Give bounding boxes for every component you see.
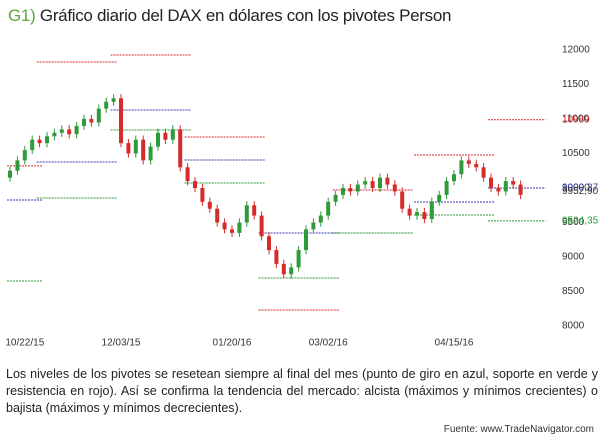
candle-body (37, 139, 42, 144)
candle-body (289, 267, 294, 275)
candle-body (518, 184, 523, 195)
candle-body (341, 188, 345, 195)
candle-body (392, 184, 397, 192)
candle-body (304, 229, 308, 251)
y-tick-label: 12000 (562, 45, 590, 56)
candle-body (452, 174, 456, 182)
candle-body (126, 143, 131, 154)
title-prefix: G1) (8, 6, 36, 25)
price-label: 9999,37 (562, 183, 599, 194)
x-tick-label: 04/15/16 (435, 338, 474, 349)
y-tick-label: 11500 (562, 79, 590, 90)
y-tick-label: 10500 (562, 148, 590, 159)
candle-body (222, 222, 227, 230)
candle-body (326, 201, 331, 216)
candle-body (437, 194, 442, 202)
candle-body (429, 201, 434, 220)
title-text: Gráfico diario del DAX en dólares con lo… (39, 6, 452, 25)
caption: Los niveles de los pivotes se resetean s… (6, 367, 598, 415)
title: G1) Gráfico diario del DAX en dólares co… (8, 6, 451, 26)
candle-body (385, 177, 390, 185)
candle-body (363, 181, 368, 185)
candle-body (415, 212, 419, 216)
candle-body (170, 129, 175, 140)
candle-body (200, 188, 205, 202)
candle-body (333, 194, 338, 202)
candle-body (370, 181, 375, 188)
candle-body (496, 188, 501, 192)
candle-body (252, 205, 257, 216)
candle-body (230, 229, 234, 233)
y-tick-label: 8000 (562, 321, 585, 332)
y-tick-label: 11000 (562, 114, 590, 125)
candle-body (503, 181, 508, 192)
candle-body (378, 177, 382, 188)
candle-body (237, 222, 242, 233)
candle-body (89, 119, 94, 123)
candle-body (96, 108, 101, 123)
price-label: 9952,90 (562, 186, 599, 197)
candle-body (111, 98, 116, 102)
candle-body (30, 139, 35, 151)
candle-body (281, 263, 286, 275)
y-tick-label: 9000 (562, 252, 585, 263)
candle-body (52, 132, 57, 137)
candle-body (511, 181, 516, 185)
candle-body (474, 163, 479, 168)
candle-body (67, 129, 72, 135)
candle-body (267, 236, 271, 251)
y-tick-label: 9500 (562, 217, 585, 228)
x-tick-label: 01/20/16 (213, 338, 252, 349)
source: Fuente: www.TradeNavigator.com (443, 424, 594, 435)
candle-body (215, 208, 220, 223)
price-label: 9524,35 (562, 215, 599, 226)
price-label: 10989 (562, 114, 590, 125)
candle-body (8, 170, 12, 178)
candle-body (185, 167, 190, 182)
candle-body (163, 132, 168, 140)
candle-body (193, 181, 197, 188)
candle-body (318, 215, 323, 223)
candle-body (15, 160, 20, 171)
candle-body (355, 184, 360, 192)
candle-body (274, 250, 279, 264)
y-tick-label: 10000 (562, 183, 590, 194)
candle-body (311, 222, 316, 230)
x-tick-label: 03/02/16 (309, 338, 348, 349)
candle-body (407, 208, 412, 216)
candle-body (259, 215, 264, 237)
candle-body (466, 160, 471, 164)
x-tick-label: 12/03/15 (102, 338, 141, 349)
candle-body (400, 191, 405, 209)
chart: 8000 8500 9000 9500 10000 10500 11000 11500 1200… (5, 45, 599, 349)
candle-body (104, 101, 109, 109)
candle-body (141, 139, 146, 161)
x-tick-label: 10/22/15 (5, 338, 44, 349)
candle-body (178, 129, 183, 168)
candle-body (481, 167, 486, 178)
candle-body (489, 177, 493, 188)
candle-body (244, 205, 249, 223)
y-tick-label: 8500 (562, 286, 585, 297)
candle-body (207, 201, 212, 209)
candle-body (348, 188, 353, 192)
candle-body (156, 132, 160, 147)
candle-body (119, 98, 123, 144)
candle-body (45, 136, 49, 144)
candle-body (296, 250, 301, 268)
candle-body (422, 212, 427, 220)
candle-body (148, 146, 153, 161)
candle-body (133, 139, 138, 154)
candle-body (22, 150, 27, 161)
candle-body (82, 119, 86, 126)
candle-body (444, 181, 449, 195)
candle-body (59, 129, 64, 133)
candle-body (459, 160, 464, 175)
candle-body (74, 125, 79, 135)
